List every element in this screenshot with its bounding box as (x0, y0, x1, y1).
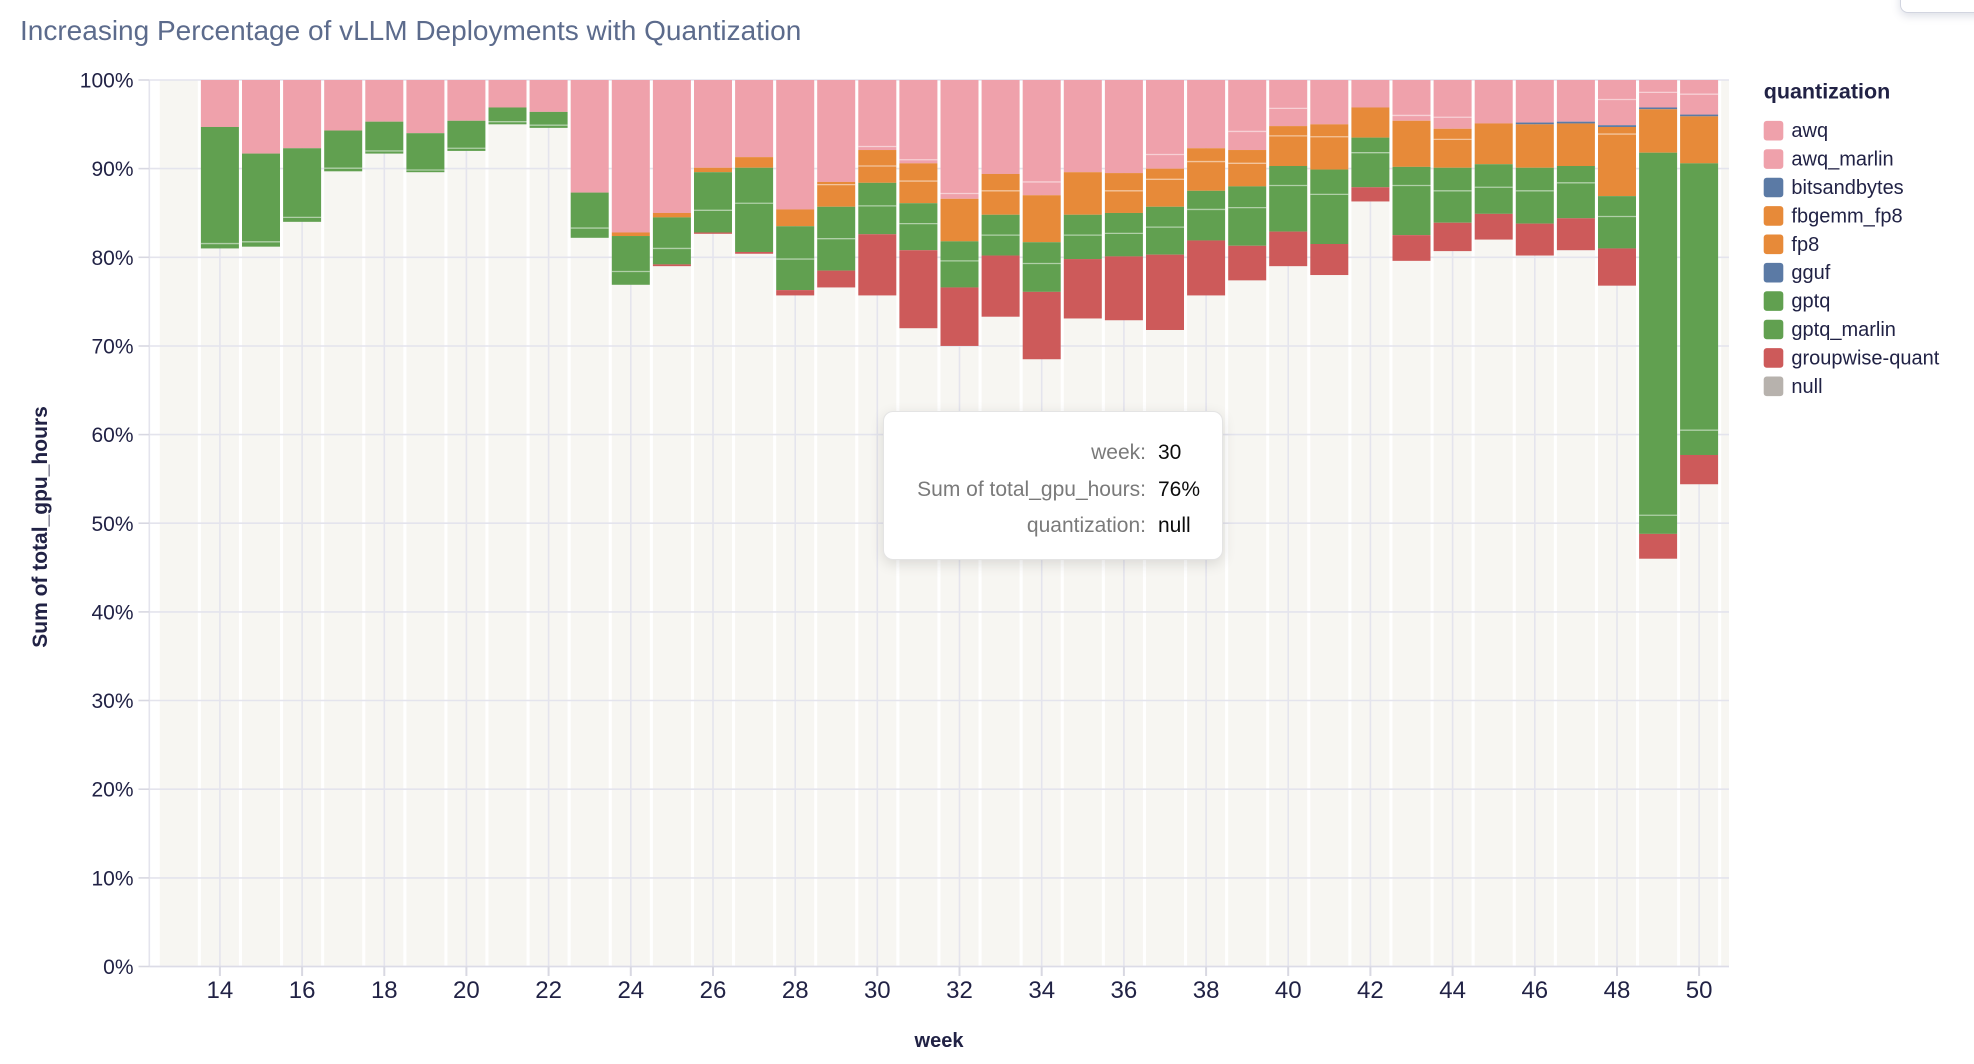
svg-text:32: 32 (946, 977, 973, 1004)
svg-text:groupwise-quant: groupwise-quant (1791, 347, 1939, 369)
svg-text:Sum of total_gpu_hours: Sum of total_gpu_hours (29, 406, 52, 648)
svg-text:30%: 30% (91, 690, 133, 713)
svg-text:60%: 60% (91, 424, 133, 447)
svg-text:bitsandbytes: bitsandbytes (1791, 177, 1903, 199)
svg-text:20%: 20% (91, 779, 133, 802)
svg-text:40: 40 (1275, 977, 1302, 1004)
svg-text:100%: 100% (80, 70, 134, 93)
svg-text:50: 50 (1686, 977, 1713, 1004)
svg-text:80%: 80% (91, 247, 133, 270)
svg-text:50%: 50% (91, 513, 133, 536)
svg-text:30: 30 (864, 977, 891, 1004)
svg-text:10%: 10% (91, 867, 133, 890)
svg-text:14: 14 (207, 977, 234, 1004)
svg-text:22: 22 (535, 977, 562, 1004)
svg-text:70%: 70% (91, 336, 133, 359)
svg-text:awq: awq (1791, 120, 1828, 142)
svg-text:28: 28 (782, 977, 809, 1004)
svg-text:16: 16 (289, 977, 316, 1004)
svg-text:42: 42 (1357, 977, 1384, 1004)
svg-text:20: 20 (453, 977, 480, 1004)
svg-text:24: 24 (617, 977, 644, 1004)
svg-text:26: 26 (700, 977, 727, 1004)
svg-text:gptq: gptq (1791, 291, 1830, 313)
svg-text:Increasing Percentage of vLLM: Increasing Percentage of vLLM Deployment… (20, 15, 801, 46)
svg-text:44: 44 (1439, 977, 1466, 1004)
svg-text:fp8: fp8 (1791, 234, 1819, 256)
svg-text:48: 48 (1604, 977, 1631, 1004)
svg-text:quantization: quantization (1764, 80, 1891, 104)
svg-text:34: 34 (1028, 977, 1055, 1004)
svg-text:fbgemm_fp8: fbgemm_fp8 (1791, 205, 1902, 227)
svg-text:awq_marlin: awq_marlin (1791, 149, 1893, 171)
svg-text:46: 46 (1521, 977, 1548, 1004)
svg-text:38: 38 (1193, 977, 1220, 1004)
svg-text:0%: 0% (103, 956, 133, 979)
svg-text:90%: 90% (91, 158, 133, 181)
svg-text:null: null (1791, 376, 1822, 398)
svg-text:gguf: gguf (1791, 262, 1830, 284)
svg-text:week: week (914, 1030, 965, 1052)
svg-text:40%: 40% (91, 601, 133, 624)
svg-text:gptq_marlin: gptq_marlin (1791, 319, 1896, 341)
svg-text:36: 36 (1111, 977, 1138, 1004)
svg-text:18: 18 (371, 977, 398, 1004)
